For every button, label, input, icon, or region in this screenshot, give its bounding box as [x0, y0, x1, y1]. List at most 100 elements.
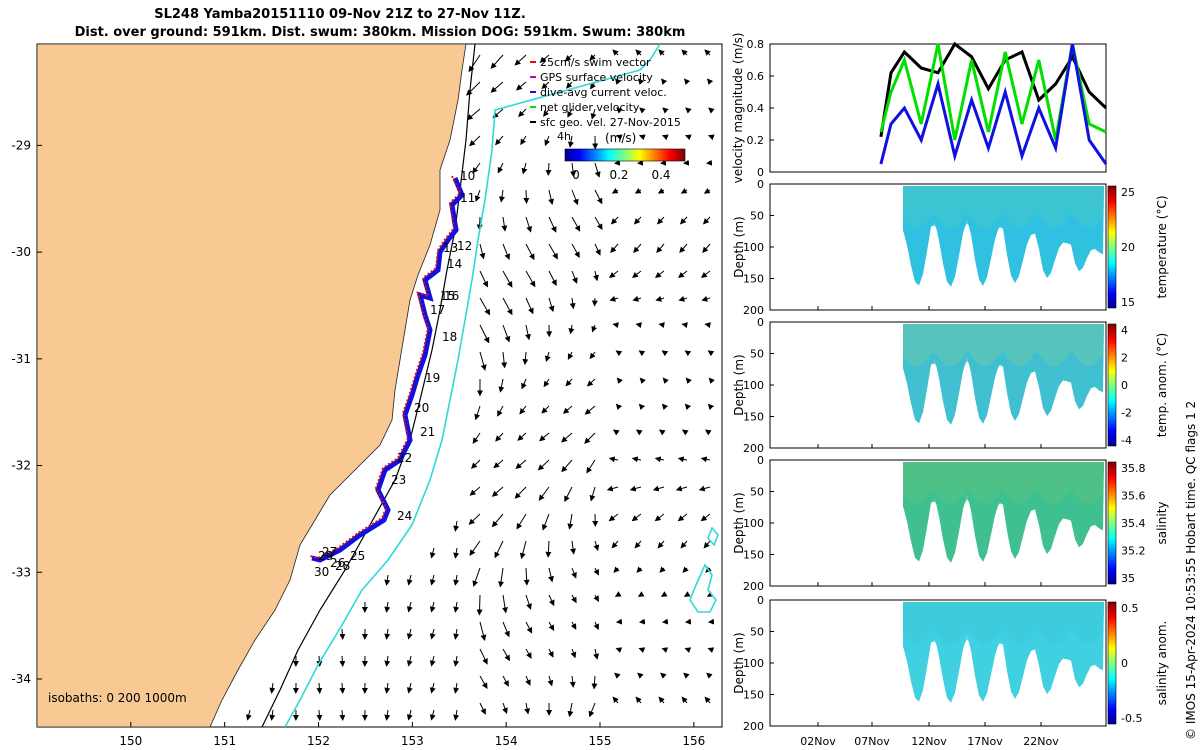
flow-arrow [609, 270, 619, 279]
map-legend: 25cm/s swim vector GPS surface velocity … [530, 56, 686, 182]
flow-arrow [685, 107, 692, 114]
flow-arrow [490, 54, 504, 69]
velocity-y-tick-label: 0.6 [747, 70, 765, 83]
depth-y-tick-label: 100 [743, 379, 764, 392]
flow-arrow [611, 188, 619, 194]
depth-colorbar [1107, 323, 1117, 447]
flow-arrow [683, 591, 691, 597]
depth-panel-4: 0 50 100 150 200 02Nov 07Nov 12Nov 17Nov 22Nov Dep… [732, 594, 1169, 748]
flow-arrow [633, 216, 642, 225]
flow-arrow [479, 324, 490, 344]
flow-arrow [564, 486, 573, 503]
flow-arrow [564, 54, 573, 62]
flow-arrow [453, 709, 460, 721]
flow-arrow [635, 429, 643, 436]
flow-arrow [479, 621, 487, 641]
flow-arrow [594, 189, 603, 205]
flow-arrow [521, 378, 527, 390]
flow-arrow [702, 216, 711, 225]
flow-arrow [571, 216, 581, 232]
flow-arrow [612, 49, 619, 56]
flow-arrow [683, 672, 690, 679]
legend-dive: dive-avg current veloc. [540, 86, 667, 99]
flow-arrow [502, 243, 511, 261]
day-label: 25 [350, 549, 365, 563]
flow-arrow [406, 574, 413, 586]
velocity-series-blue [879, 43, 1108, 165]
colorbar-tick-label: 25 [1121, 186, 1135, 199]
flow-arrow [591, 675, 598, 690]
depth-y-tick-label: 150 [743, 273, 764, 286]
flow-arrow [638, 647, 646, 653]
flow-arrow [245, 709, 252, 721]
flow-arrow [541, 405, 550, 414]
flow-arrow [684, 403, 692, 411]
flow-arrow [615, 403, 623, 411]
flow-arrow [406, 601, 413, 613]
colorbar-tick-label: 0 [1121, 657, 1128, 670]
flow-arrow [594, 216, 603, 231]
legend-gps: GPS surface velocity [540, 71, 653, 84]
flow-arrow [525, 675, 531, 686]
flow-arrow [631, 513, 642, 522]
colorbar-tick-label: 35.8 [1121, 462, 1146, 475]
day-label: 18 [442, 330, 457, 344]
flow-arrow [590, 108, 597, 120]
colorbar-label: salinity anom. [1155, 621, 1169, 706]
flow-arrow [706, 591, 714, 597]
flow-arrow [429, 682, 436, 694]
flow-arrow [701, 270, 711, 279]
flow-arrow [632, 295, 642, 302]
depth-x-tick-label: 07Nov [854, 735, 890, 748]
flow-arrow [571, 567, 577, 579]
flow-arrow [269, 709, 276, 721]
flow-arrow [525, 324, 531, 341]
flow-arrow [654, 513, 665, 522]
flow-arrow [681, 322, 688, 329]
flow-arrow [589, 54, 596, 61]
depth-y-tick-label: 200 [743, 580, 764, 593]
velocity-y-ticks: 0 0.2 0.4 0.6 0.8 [747, 38, 774, 179]
flow-arrow [570, 648, 577, 659]
flow-arrow [539, 54, 550, 63]
flow-arrow [548, 189, 555, 206]
flow-arrow [677, 513, 688, 522]
flow-arrow [660, 591, 668, 597]
flow-arrow [406, 655, 413, 667]
flow-arrow [703, 188, 711, 194]
flow-arrow [502, 675, 509, 687]
flow-arrow [680, 540, 688, 549]
flow-arrow [453, 520, 460, 532]
flow-arrow [499, 189, 505, 203]
flow-arrow [479, 648, 488, 665]
flow-arrow [497, 405, 504, 417]
flow-arrow [704, 696, 711, 704]
colorbar-tick-0.2: 0.2 [609, 168, 628, 182]
flow-arrow [613, 566, 620, 573]
colorbar-label: temperature (°C) [1155, 196, 1169, 299]
day-label: 11 [460, 191, 475, 205]
flow-arrow [594, 162, 601, 178]
day-label: 30 [314, 565, 329, 579]
flow-arrow [685, 377, 692, 384]
flow-arrow [569, 675, 576, 688]
flow-arrow [659, 566, 666, 573]
colorbar-tick-0.4: 0.4 [651, 168, 670, 182]
flow-arrow [593, 594, 599, 602]
flow-arrow [658, 322, 665, 329]
flow-arrow [384, 574, 391, 586]
colorbar-tick-label: 2 [1121, 352, 1128, 365]
flow-arrow [515, 81, 527, 91]
flow-arrow [543, 378, 550, 388]
depth-y-tick-label: 50 [750, 626, 764, 639]
flow-arrow [567, 351, 574, 360]
day-label: 27 [322, 545, 337, 559]
flow-arrow [680, 188, 688, 194]
flow-arrow [339, 709, 346, 721]
depth-data-band [903, 602, 1104, 660]
colorbar-tick-label: 4 [1121, 324, 1128, 337]
depth-x-tick-label: 22Nov [1023, 735, 1059, 748]
depth-y-tick-label: 0 [757, 454, 764, 467]
flow-arrow [636, 566, 643, 573]
